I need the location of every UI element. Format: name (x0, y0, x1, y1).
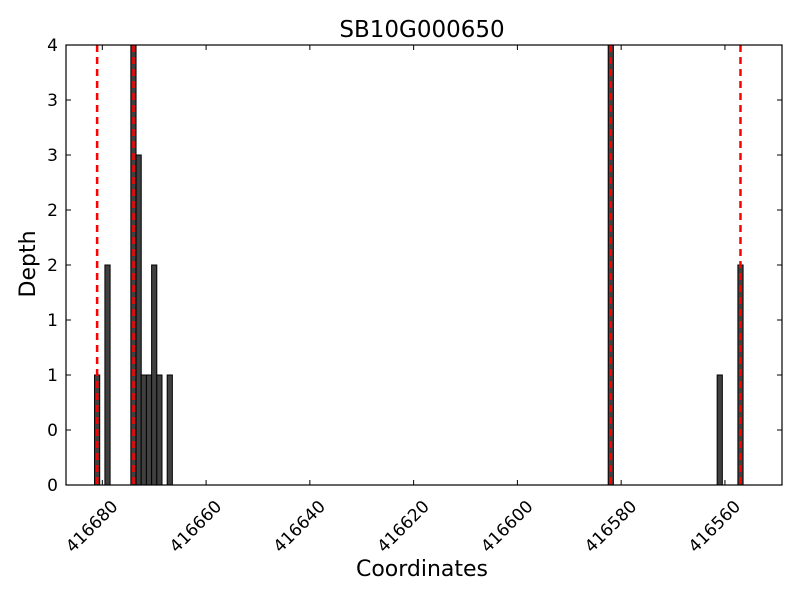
y-tick-label-5: 2 (47, 201, 58, 221)
y-tick-label-2: 1 (47, 366, 58, 386)
y-tick-label-0: 0 (47, 476, 58, 496)
x-tick-label-0: 416680 (62, 497, 122, 557)
plot-frame (65, 44, 783, 486)
x-axis-ticks: 416680 416660 416640 416620 416600 416580 4165… (62, 45, 745, 557)
x-tick-label-6: 416560 (685, 497, 745, 557)
bar-8 (166, 374, 173, 486)
y-tick-label-6: 3 (47, 146, 58, 166)
x-tick-label-2: 416640 (270, 497, 330, 557)
bar-7 (156, 374, 163, 486)
y-axis-ticks: 0 0 1 1 2 2 3 3 4 (47, 36, 782, 496)
bar-5 (145, 374, 153, 486)
y-tick-label-1: 0 (47, 421, 58, 441)
bar-1 (104, 264, 111, 486)
x-tick-label-3: 416620 (374, 497, 434, 557)
x-tick-label-4: 416600 (477, 497, 537, 557)
y-tick-label-3: 1 (47, 311, 58, 331)
x-axis-label: Coordinates (356, 557, 488, 582)
y-tick-label-8: 4 (47, 36, 58, 56)
plot-area (94, 44, 744, 486)
bar-3 (135, 154, 142, 486)
chart-title: SB10G000650 (339, 17, 504, 43)
x-tick-label-1: 416660 (166, 497, 226, 557)
y-tick-label-7: 3 (47, 91, 58, 111)
y-tick-label-4: 2 (47, 256, 58, 276)
bar-10 (716, 374, 723, 486)
y-axis-label: Depth (16, 230, 41, 297)
bar-6 (151, 264, 158, 486)
bar-4 (140, 374, 147, 486)
reference-lines (95, 45, 742, 485)
x-tick-label-5: 416580 (581, 497, 641, 557)
